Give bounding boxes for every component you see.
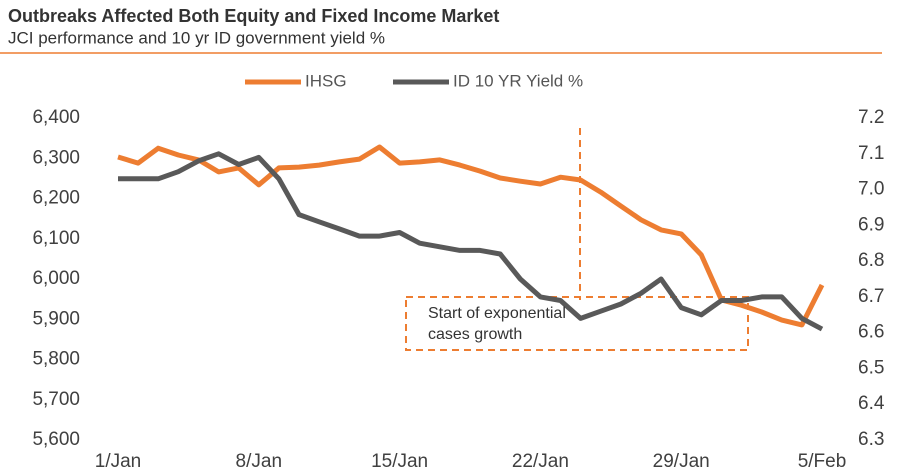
x-tick-label: 8/Jan xyxy=(236,451,282,471)
line-series xyxy=(117,144,825,328)
x-tick-label: 1/Jan xyxy=(95,451,141,471)
y2-tick-label: 6.5 xyxy=(858,357,884,378)
y2-tick-label: 6.8 xyxy=(858,250,884,271)
y-tick-label: 5,700 xyxy=(32,389,80,410)
legend-label: IHSG xyxy=(305,71,347,90)
chart-subtitle: JCI performance and 10 yr ID government … xyxy=(8,28,385,47)
annotation: Start of exponential xyxy=(428,305,566,322)
annotation: cases growth xyxy=(428,326,522,343)
y-tick-label: 5,800 xyxy=(32,349,80,370)
y-tick-label: 5,900 xyxy=(32,308,80,329)
y2-tick-label: 7.1 xyxy=(858,143,884,164)
plot xyxy=(117,144,825,332)
chart-title: Outbreaks Affected Both Equity and Fixed… xyxy=(8,6,499,26)
y2-tick-label: 6.7 xyxy=(858,286,884,307)
legend-label: ID 10 YR Yield % xyxy=(453,71,583,90)
y-tick-label: 6,400 xyxy=(32,107,80,128)
x-tick-label: 29/Jan xyxy=(653,451,710,471)
y2-tick-label: 6.9 xyxy=(858,214,884,235)
annotation-box xyxy=(405,296,749,351)
y2-tick-label: 7.2 xyxy=(858,107,884,128)
x-tick-label: 15/Jan xyxy=(371,451,428,471)
y2-tick-label: 6.6 xyxy=(858,322,884,343)
x-tick-label: 5/Feb xyxy=(798,451,847,471)
y-tick-label: 6,000 xyxy=(32,268,80,289)
x-tick-label: 22/Jan xyxy=(512,451,569,471)
y-tick-label: 6,200 xyxy=(32,188,80,209)
y-tick-label: 5,600 xyxy=(32,429,80,450)
y2-tick-label: 6.3 xyxy=(858,429,884,450)
line-series xyxy=(118,151,824,332)
y-tick-label: 6,100 xyxy=(32,228,80,249)
y2-tick-label: 6.4 xyxy=(858,393,885,414)
y2-tick-label: 7.0 xyxy=(858,179,884,200)
y-tick-label: 6,300 xyxy=(32,147,80,168)
